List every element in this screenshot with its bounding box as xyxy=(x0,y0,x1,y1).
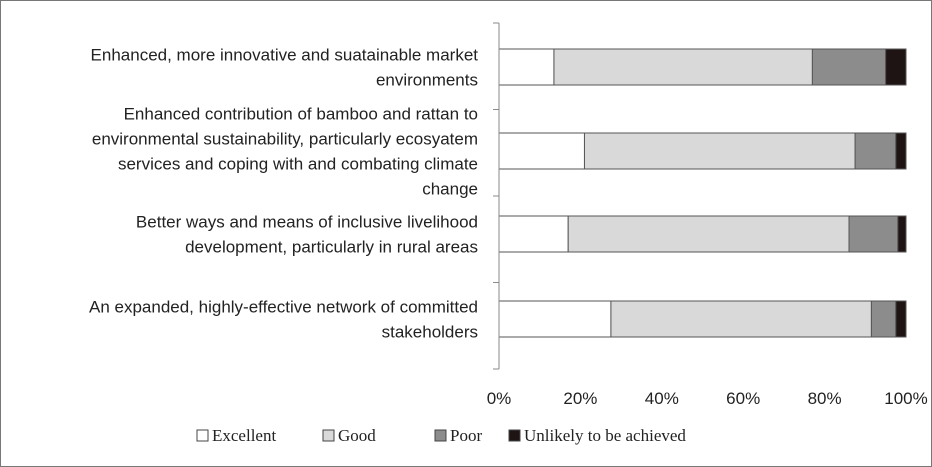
category-label: development, particularly in rural areas xyxy=(185,238,478,257)
x-tick-label: 0% xyxy=(487,389,512,408)
x-tick-label: 100% xyxy=(884,389,927,408)
legend: Excellent Good Poor Unlikely to be achieved xyxy=(196,426,686,445)
legend-label-unlikely-to-be-achieved: Unlikely to be achieved xyxy=(524,426,686,445)
category-label: services and coping with and combating c… xyxy=(118,155,478,174)
legend-label-good: Good xyxy=(338,426,376,445)
category-label: change xyxy=(422,180,478,199)
category-axis xyxy=(493,22,500,370)
bar-unlikely-to-be-achieved-4 xyxy=(895,300,907,338)
category-label: stakeholders xyxy=(382,323,478,342)
bar-good-2 xyxy=(583,132,856,170)
category-label: An expanded, highly-effective network of… xyxy=(89,298,478,317)
legend-swatch-unlikely-to-be-achieved xyxy=(508,429,521,442)
bar-unlikely-to-be-achieved-2 xyxy=(895,132,907,170)
bar-poor-4 xyxy=(870,300,897,338)
legend-swatch-poor xyxy=(434,429,447,442)
bar-unlikely-to-be-achieved-3 xyxy=(897,215,907,253)
category-label: Enhanced, more innovative and suatainabl… xyxy=(91,46,479,65)
x-tick-labels: 0% 20% 40% 60% 80% 100% xyxy=(487,389,928,408)
x-tick-label: 60% xyxy=(726,389,760,408)
bar-good-3 xyxy=(567,215,850,253)
bar-unlikely-to-be-achieved-1 xyxy=(885,48,907,86)
bar-poor-3 xyxy=(848,215,899,253)
legend-label-excellent: Excellent xyxy=(212,426,276,445)
bar-excellent-2 xyxy=(498,132,585,170)
legend-swatch-excellent xyxy=(196,429,209,442)
category-label: environments xyxy=(376,71,478,90)
bar-excellent-1 xyxy=(498,48,555,86)
bar-excellent-3 xyxy=(498,215,569,253)
bar-good-4 xyxy=(610,300,872,338)
x-tick-label: 40% xyxy=(645,389,679,408)
bar-poor-1 xyxy=(811,48,887,86)
category-label: Better ways and means of inclusive livel… xyxy=(136,213,478,232)
bar-good-1 xyxy=(553,48,813,86)
category-label: Enhanced contribution of bamboo and ratt… xyxy=(124,105,478,124)
legend-swatch-good xyxy=(322,429,335,442)
bar-excellent-4 xyxy=(498,300,612,338)
legend-label-poor: Poor xyxy=(450,426,482,445)
bar-poor-2 xyxy=(854,132,897,170)
x-tick-label: 20% xyxy=(563,389,597,408)
x-tick-label: 80% xyxy=(808,389,842,408)
category-labels: Enhanced, more innovative and suatainabl… xyxy=(89,46,478,342)
bars xyxy=(498,48,907,338)
category-label: environmental sustainability, particular… xyxy=(92,130,478,149)
